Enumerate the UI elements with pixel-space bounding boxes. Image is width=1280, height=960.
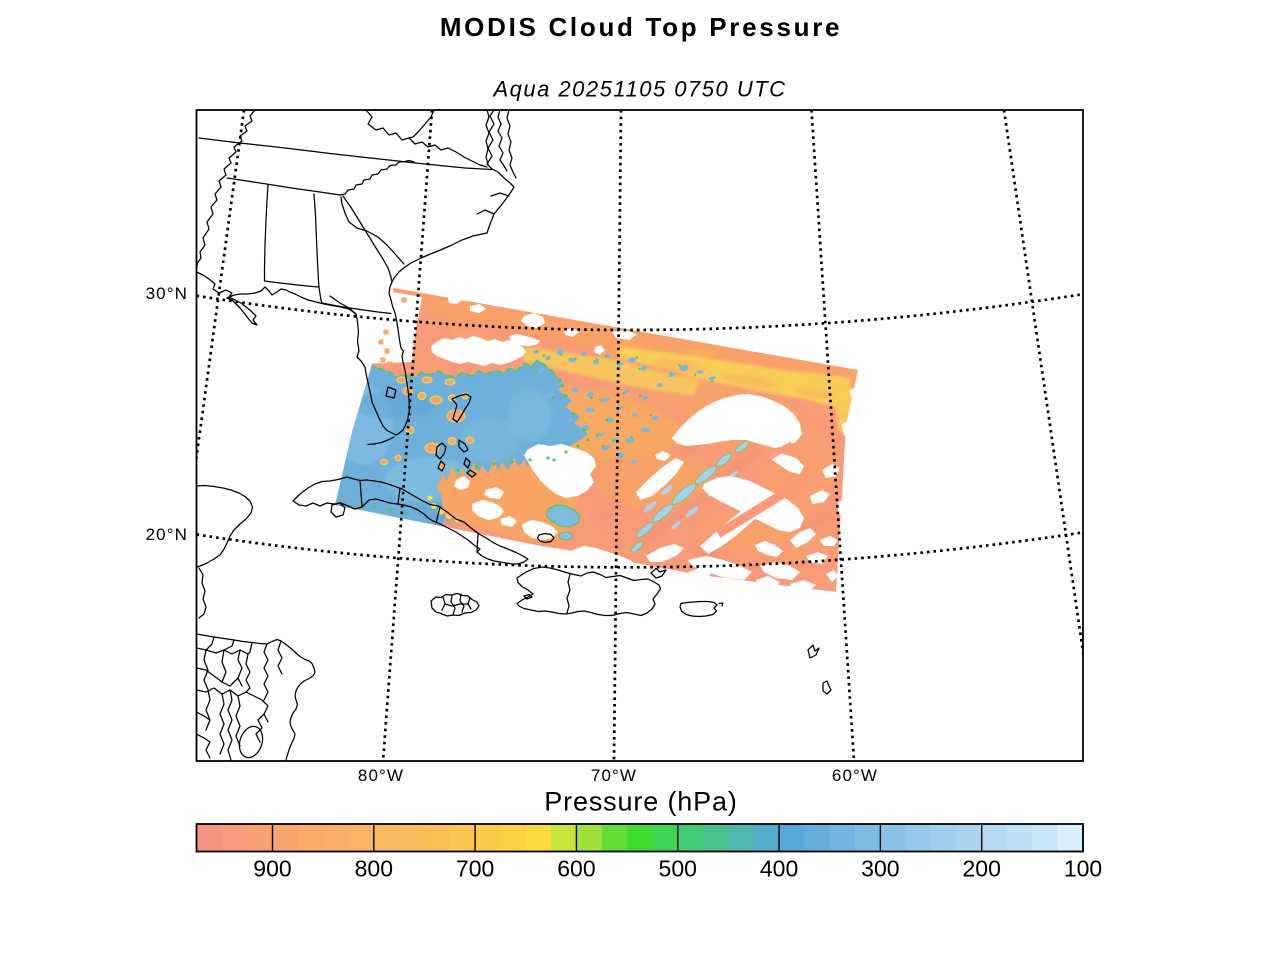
svg-text:800: 800 [355,856,393,882]
svg-text:Pressure (hPa): Pressure (hPa) [544,787,737,817]
svg-text:700: 700 [456,856,494,882]
svg-text:600: 600 [557,856,595,882]
svg-text:900: 900 [253,856,291,882]
svg-text:60°W: 60°W [832,766,878,785]
svg-text:500: 500 [659,856,697,882]
svg-text:80°W: 80°W [358,766,404,785]
svg-text:70°W: 70°W [591,766,637,785]
svg-text:30°N: 30°N [146,284,188,303]
svg-text:400: 400 [760,856,798,882]
svg-text:200: 200 [963,856,1001,882]
svg-text:Aqua 20251105 0750 UTC: Aqua 20251105 0750 UTC [491,77,786,102]
svg-text:300: 300 [861,856,899,882]
svg-text:20°N: 20°N [146,525,188,544]
svg-text:MODIS Cloud Top Pressure: MODIS Cloud Top Pressure [440,12,842,42]
svg-text:100: 100 [1064,856,1102,882]
